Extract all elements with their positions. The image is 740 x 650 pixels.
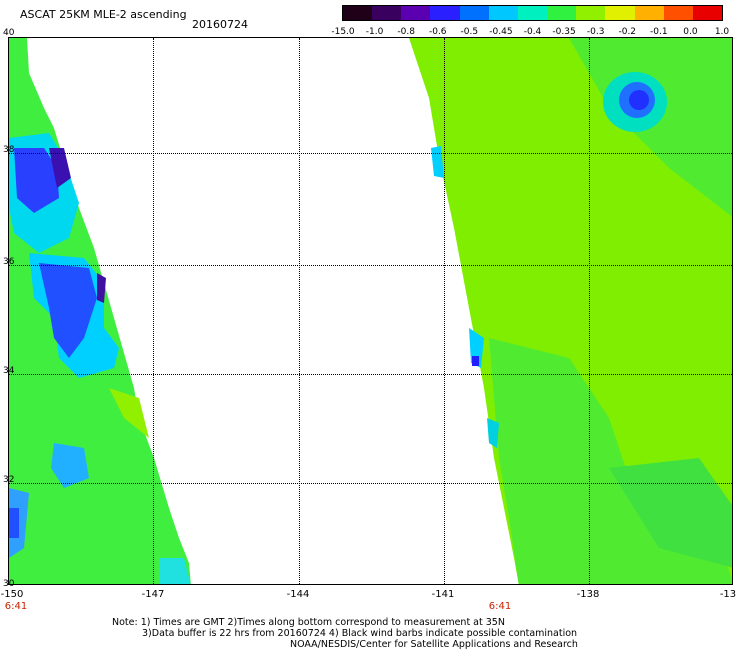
lat-label: 30	[3, 579, 15, 589]
colorbar-tick-label: 1.0	[714, 27, 730, 37]
data-swaths	[9, 38, 732, 584]
right-swath-patch-green	[609, 458, 732, 568]
lat-label: 32	[3, 475, 15, 485]
lat-label: 40	[3, 28, 15, 38]
colorbar	[342, 5, 723, 21]
lon-label: -147	[141, 589, 165, 600]
lon-label: -141	[431, 589, 455, 600]
colorbar-segment	[576, 6, 606, 20]
right-swath-edge-blue	[472, 356, 479, 366]
grid-line-lat	[9, 153, 732, 154]
grid-line-lat	[9, 483, 732, 484]
product-date: 20160724	[192, 18, 248, 31]
colorbar-segment	[488, 6, 519, 20]
lat-label: 38	[3, 145, 15, 155]
right-swath-edge-cyan	[487, 418, 499, 448]
colorbar-segment	[547, 6, 577, 20]
grid-line-lon	[444, 38, 445, 584]
lat-label: 34	[3, 366, 15, 376]
colorbar-tick-label: -0.8	[397, 27, 415, 37]
colorbar-segment	[401, 6, 431, 20]
left-swath-patch-violet	[49, 148, 71, 188]
colorbar-tick-label: 0.0	[683, 27, 698, 37]
colorbar-tick-label: -0.2	[618, 27, 637, 37]
right-swath	[409, 38, 732, 584]
lon-label: -150	[0, 589, 24, 600]
colorbar-segment	[372, 6, 402, 20]
colorbar-tick-label: -0.3	[586, 27, 605, 37]
lon-label: -144	[286, 589, 310, 600]
colorbar-segment	[459, 6, 490, 20]
colorbar-segment	[663, 6, 694, 20]
colorbar-tick-label: -1.0	[365, 27, 384, 37]
colorbar-tick-label: -0.5	[460, 27, 479, 37]
note-line-1: Note: 1) Times are GMT 2)Times along bot…	[112, 617, 505, 628]
lon-label: -13	[719, 589, 737, 600]
left-swath-patch-lime	[109, 388, 149, 438]
colorbar-segment	[517, 6, 548, 20]
colorbar-segment	[692, 6, 723, 20]
product-title: ASCAT 25KM MLE-2 ascending	[20, 8, 187, 21]
grid-line-lon	[153, 38, 154, 584]
colorbar-segment	[343, 6, 373, 20]
grid-line-lon	[299, 38, 300, 584]
colorbar-tick-label: -15.0	[331, 27, 355, 37]
left-swath-patch-blue	[9, 508, 19, 538]
time-label: 6:41	[4, 601, 28, 612]
footer-notes: Note: 1) Times are GMT 2)Times along bot…	[112, 617, 578, 650]
left-swath-patch-violet	[97, 273, 106, 303]
left-swath-patch-cyan	[51, 443, 89, 488]
grid-line-lat	[9, 374, 732, 375]
time-label: 6:41	[488, 601, 512, 612]
lon-label: -138	[576, 589, 600, 600]
grid-line-lat	[9, 265, 732, 266]
colorbar-tick-label: -0.1	[650, 27, 668, 37]
colorbar-tick-label: -0.6	[428, 27, 447, 37]
left-swath-patch-cyan	[159, 558, 191, 584]
colorbar-segment	[634, 6, 665, 20]
colorbar-tick-label: -0.35	[552, 27, 576, 37]
colorbar-segment	[430, 6, 461, 20]
right-swath-edge-cyan	[431, 146, 444, 178]
colorbar-segment	[605, 6, 636, 20]
left-swath-patch-blue	[39, 263, 97, 358]
note-line-2: 3)Data buffer is 22 hrs from 20160724 4)…	[142, 628, 578, 639]
colorbar-tick-label: -0.4	[523, 27, 542, 37]
colorbar-tick-label: -0.45	[489, 27, 513, 37]
right-swath-blue-center	[629, 90, 649, 110]
map-panel	[8, 37, 733, 585]
note-line-3: NOAA/NESDIS/Center for Satellite Applica…	[290, 639, 578, 650]
left-swath-patch-blue	[14, 148, 59, 213]
lat-label: 36	[3, 257, 15, 267]
grid-line-lon	[589, 38, 590, 584]
